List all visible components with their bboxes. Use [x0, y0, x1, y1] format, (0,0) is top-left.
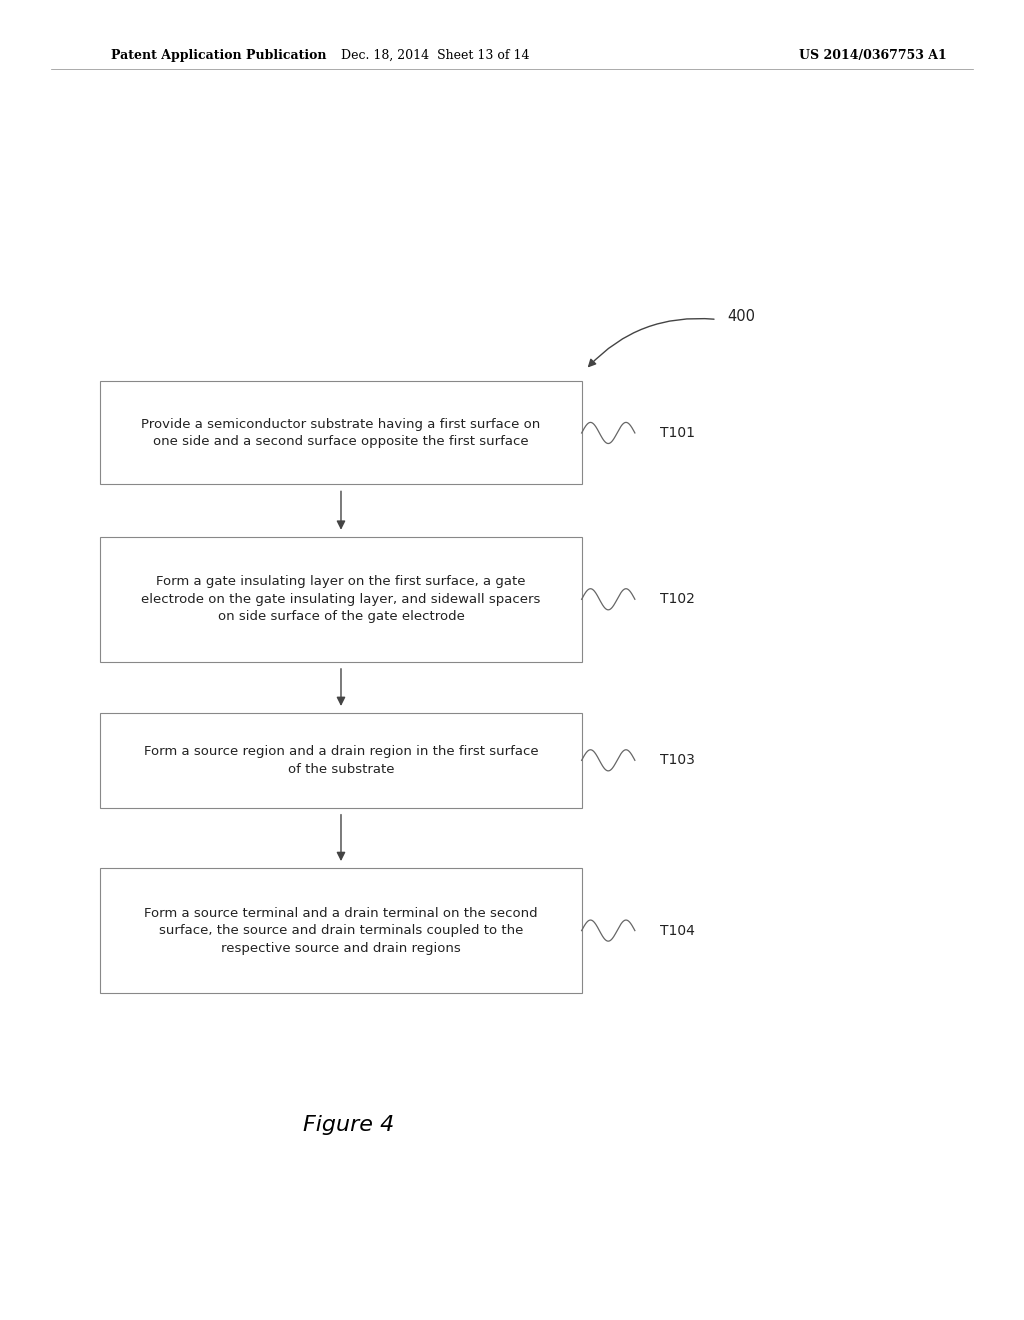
Bar [100, 713, 582, 808]
Text: Figure 4: Figure 4 [302, 1114, 394, 1135]
Bar [100, 381, 582, 484]
Bar [100, 536, 582, 661]
Text: T101: T101 [660, 426, 695, 440]
Bar [100, 869, 582, 993]
Text: Dec. 18, 2014  Sheet 13 of 14: Dec. 18, 2014 Sheet 13 of 14 [341, 49, 529, 62]
FancyArrowPatch shape [589, 318, 714, 367]
Text: Provide a semiconductor substrate having a first surface on
one side and a secon: Provide a semiconductor substrate having… [141, 417, 541, 449]
Text: Form a source region and a drain region in the first surface
of the substrate: Form a source region and a drain region … [143, 744, 539, 776]
Text: US 2014/0367753 A1: US 2014/0367753 A1 [799, 49, 946, 62]
Text: T103: T103 [660, 754, 695, 767]
Text: 400: 400 [727, 309, 755, 325]
Text: Form a gate insulating layer on the first surface, a gate
electrode on the gate : Form a gate insulating layer on the firs… [141, 576, 541, 623]
Text: T104: T104 [660, 924, 695, 937]
Text: Form a source terminal and a drain terminal on the second
surface, the source an: Form a source terminal and a drain termi… [144, 907, 538, 954]
Text: T102: T102 [660, 593, 695, 606]
Text: Patent Application Publication: Patent Application Publication [111, 49, 326, 62]
